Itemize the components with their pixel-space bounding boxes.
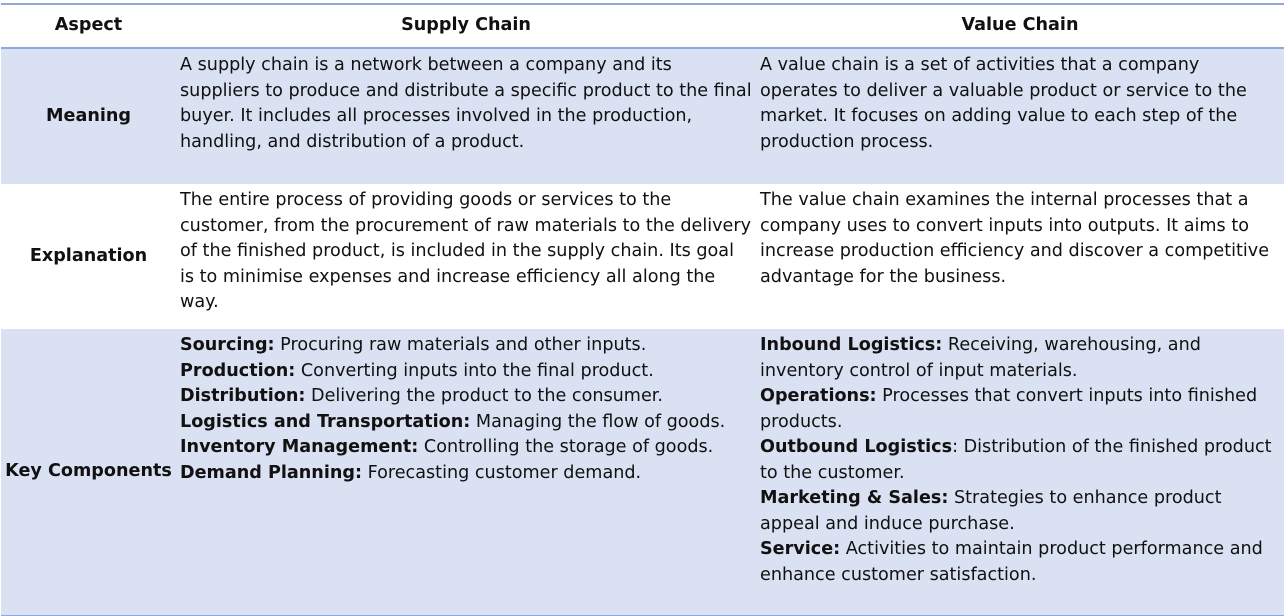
component-label: Service:: [760, 539, 841, 559]
header-cell: Value Chain: [756, 3, 1284, 49]
component-label: Marketing & Sales:: [760, 488, 949, 508]
header-cell: Aspect: [1, 3, 176, 49]
supply-cell: A supply chain is a network between a co…: [176, 48, 756, 184]
component-item: Marketing & Sales: Strategies to enhance…: [760, 486, 1280, 537]
component-label: Sourcing:: [180, 335, 275, 355]
table-body: Meaning A supply chain is a network betwe…: [1, 48, 1284, 616]
component-label: Inbound Logistics:: [760, 335, 943, 355]
aspect-cell: Key Components: [1, 329, 176, 616]
component-label: Inventory Management:: [180, 437, 419, 457]
header-cell: Supply Chain: [176, 3, 756, 49]
header-row: Aspect Supply Chain Value Chain: [1, 3, 1284, 49]
component-text: Delivering the product to the consumer.: [305, 386, 663, 406]
value-cell: Inbound Logistics: Receiving, warehousin…: [756, 329, 1284, 616]
component-item: Logistics and Transportation: Managing t…: [180, 410, 752, 436]
supply-cell: The entire process of providing goods or…: [180, 190, 752, 312]
component-label: Operations:: [760, 386, 877, 406]
component-text: Receiving, warehousing, and inventory co…: [760, 335, 1207, 381]
comparison-table: Aspect Supply Chain Value Chain Meaning A…: [1, 3, 1284, 616]
supply-cell: Sourcing: Procuring raw materials and ot…: [176, 329, 756, 616]
component-text: Controlling the storage of goods.: [418, 437, 714, 457]
component-text: Strategies to enhance product appeal and…: [760, 488, 1228, 534]
component-label: Demand Planning:: [180, 462, 363, 483]
table-row: Explanation The entire process of providi…: [1, 184, 1284, 329]
component-text: Procuring raw materials and other inputs…: [274, 335, 647, 355]
component-item: Operations: Processes that convert input…: [760, 384, 1280, 435]
table-row: Meaning A supply chain is a network betwe…: [1, 48, 1284, 184]
component-item: Production: Converting inputs into the f…: [180, 359, 752, 385]
component-item: Sourcing: Procuring raw materials and ot…: [180, 333, 752, 359]
component-text: Forecasting customer demand.: [362, 462, 642, 483]
component-text: Managing the flow of goods.: [470, 411, 726, 432]
component-text: Converting inputs into the final product…: [295, 360, 654, 381]
component-item: Distribution: Delivering the product to …: [180, 384, 752, 410]
component-item: Outbound Logistics: Distribution of the …: [760, 435, 1280, 486]
component-text: Processes that convert inputs into finis…: [760, 386, 1263, 432]
aspect-cell: Explanation: [29, 245, 148, 266]
value-cell: The value chain examines the internal pr…: [760, 190, 1270, 287]
component-text: Activities to maintain product performan…: [760, 539, 1269, 585]
component-label: Logistics and Transportation:: [180, 411, 471, 432]
component-item: Service: Activities to maintain product …: [760, 537, 1280, 588]
component-item: Demand Planning: Forecasting customer de…: [180, 461, 752, 487]
component-label: Distribution:: [180, 386, 306, 406]
component-text: : Distribution of the finished product t…: [760, 437, 1278, 483]
value-cell: A value chain is a set of activities tha…: [756, 48, 1284, 184]
table-row: Key Components Sourcing: Procuring raw ma…: [1, 329, 1284, 616]
component-label: Outbound Logistics: [760, 437, 953, 457]
component-label: Production:: [180, 360, 296, 381]
component-item: Inventory Management: Controlling the st…: [180, 435, 752, 461]
component-item: Inbound Logistics: Receiving, warehousin…: [760, 333, 1280, 384]
aspect-cell: Meaning: [1, 48, 176, 184]
page: Aspect Supply Chain Value Chain Meaning A…: [0, 3, 1285, 616]
